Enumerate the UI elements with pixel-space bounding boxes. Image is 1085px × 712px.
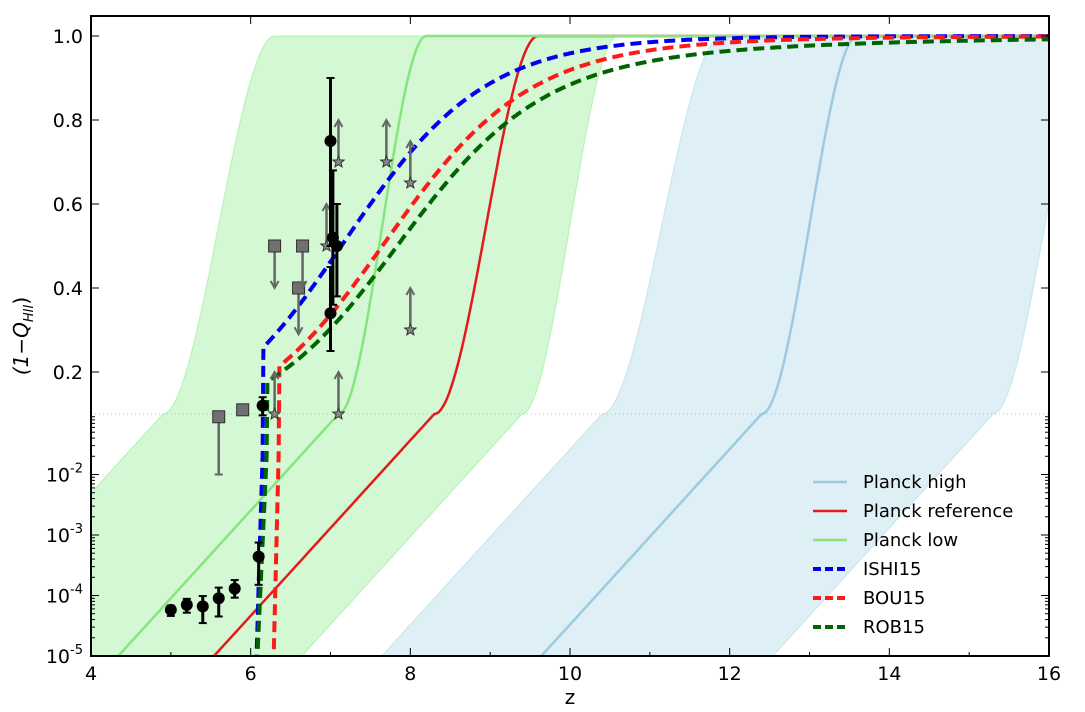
star-point-3 [331,406,346,421]
legend-label-1: Planck reference [863,501,1013,522]
y-tick-label-0: 0.2 [53,362,83,384]
legend-label-5: ROB15 [863,617,925,638]
square-limit-4-head [297,280,308,291]
legend-label-0: Planck high [863,472,967,493]
y-log-tick-base: 10 [46,586,70,608]
legend-label-2: Planck low [863,530,958,551]
y-log-tick-label-3: 10-5 [46,643,83,668]
x-tick-label-1: 6 [245,663,257,685]
model-curves [116,34,1049,656]
square-point-2 [268,239,282,253]
axis-ticks: 4 6 8 10 12 14 160.20.40.60.81.010-210-310-410… [46,16,1061,685]
star-limit-0-head [269,369,280,380]
y-log-tick-exponent: -2 [70,462,83,477]
y-tick-label-1: 0.4 [53,278,83,300]
x-tick-label-0: 4 [85,663,97,685]
y-log-tick-base: 10 [46,525,70,547]
star-point-6 [403,322,418,337]
circle-point-7 [324,135,337,147]
circle-point-5 [252,550,265,563]
series-line-bou15 [271,34,1049,656]
legend: Planck high Planck reference Planck low ISH… [813,472,1013,638]
x-tick-label-2: 8 [404,663,416,685]
square-point-1 [236,403,250,417]
star-limit-5-head [405,138,416,149]
star-limit-2-head [333,117,344,128]
square-point-4 [296,239,310,253]
circle-point-10 [330,240,343,252]
x-axis-label: z [565,685,576,709]
circle-point-0 [164,603,177,616]
y-tick-label-2: 0.6 [53,194,83,216]
legend-label-3: ISHI15 [863,559,921,580]
circle-point-1 [180,598,193,611]
circle-point-4 [228,582,241,595]
y-log-tick-exponent: -3 [70,522,83,537]
star-point-2 [331,154,346,169]
series-line-rob15 [255,37,1049,656]
square-point-0 [212,410,226,424]
band-1 [381,35,1049,656]
circle-point-6 [256,399,269,412]
y-log-tick-base: 10 [46,646,70,668]
square-limit-2-head [269,280,280,291]
y-tick-label-3: 0.8 [53,110,83,132]
circle-point-3 [212,592,225,605]
star-point-5 [403,175,418,190]
y-log-tick-label-2: 10-4 [46,583,83,608]
y-log-tick-label-1: 10-3 [46,522,83,547]
observational-points [164,77,418,625]
y-log-tick-base: 10 [46,465,70,487]
y-tick-label-4: 1.0 [53,26,83,48]
circle-point-2 [196,600,209,613]
star-limit-4-head [381,117,392,128]
y-axis-label: (1−QHII) [9,297,37,375]
legend-label-4: BOU15 [863,588,925,609]
star-point-4 [379,154,394,169]
y-log-tick-exponent: -5 [70,643,83,658]
square-limit-3-head [293,326,304,337]
star-limit-3-head [333,369,344,380]
circle-point-8 [324,307,337,320]
star-limit-6-head [405,285,416,296]
x-tick-label-5: 14 [877,663,901,685]
star-point-0 [267,406,282,421]
y-log-tick-exponent: -4 [70,583,83,598]
x-tick-label-4: 12 [718,663,742,685]
x-tick-label-6: 16 [1037,663,1061,685]
x-tick-label-3: 10 [558,663,582,685]
y-log-tick-label-0: 10-2 [46,462,83,487]
